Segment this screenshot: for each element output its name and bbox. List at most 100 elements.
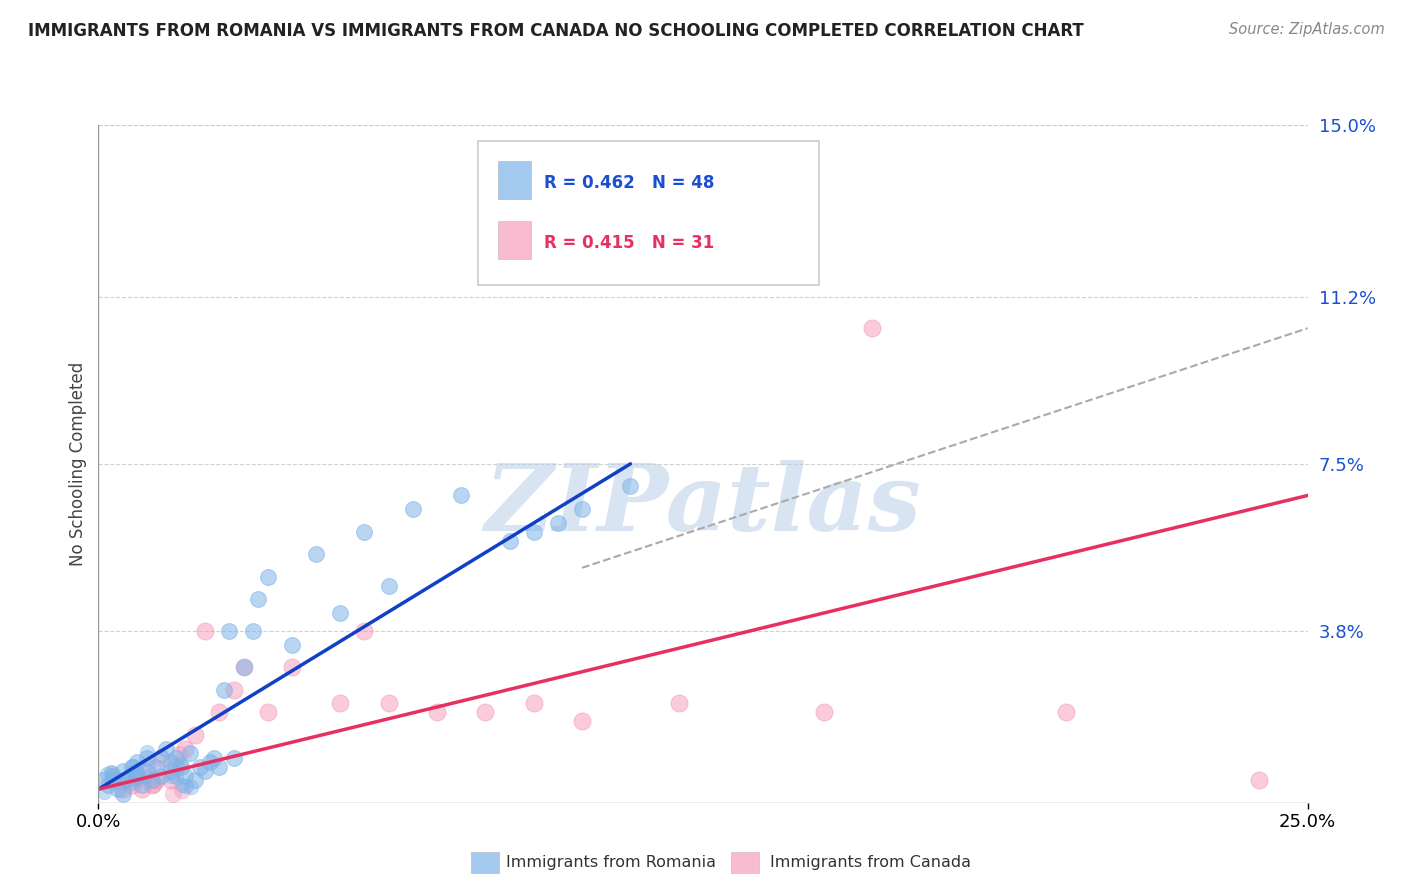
Point: [127, 769, 149, 783]
Point: [329, 606, 352, 620]
Text: Source: ZipAtlas.com: Source: ZipAtlas.com: [1229, 22, 1385, 37]
Point: [150, 750, 173, 764]
Point: [232, 660, 254, 674]
Point: [619, 479, 641, 493]
Y-axis label: No Schooling Completed: No Schooling Completed: [69, 362, 87, 566]
Point: [160, 769, 183, 783]
Point: [124, 772, 146, 786]
Point: [353, 624, 375, 638]
Point: [208, 706, 231, 720]
Point: [101, 766, 124, 780]
Point: [135, 750, 157, 764]
Point: [145, 759, 167, 773]
Point: [167, 747, 190, 762]
Point: [353, 524, 375, 539]
Text: ZIPatlas: ZIPatlas: [485, 459, 921, 549]
Point: [305, 547, 328, 561]
Point: [474, 706, 496, 720]
Point: [121, 778, 143, 792]
Point: [180, 780, 202, 795]
Point: [155, 741, 177, 756]
Point: [402, 502, 425, 516]
Point: [170, 783, 193, 797]
Text: R = 0.462   N = 48: R = 0.462 N = 48: [544, 174, 714, 192]
Point: [1249, 773, 1271, 788]
Text: Immigrants from Canada: Immigrants from Canada: [770, 855, 972, 870]
Point: [242, 624, 264, 638]
Point: [165, 770, 187, 784]
Point: [218, 624, 240, 638]
Point: [165, 750, 187, 764]
Point: [136, 745, 159, 759]
Point: [668, 697, 690, 711]
Point: [523, 697, 546, 711]
Point: [174, 741, 197, 756]
Text: Immigrants from Romania: Immigrants from Romania: [506, 855, 716, 870]
Point: [93, 785, 115, 799]
Point: [162, 787, 184, 801]
Point: [91, 773, 114, 788]
Point: [131, 782, 153, 797]
Point: [107, 782, 129, 797]
Text: IMMIGRANTS FROM ROMANIA VS IMMIGRANTS FROM CANADA NO SCHOOLING COMPLETED CORRELA: IMMIGRANTS FROM ROMANIA VS IMMIGRANTS FR…: [28, 22, 1084, 40]
Point: [160, 773, 183, 788]
Point: [1054, 706, 1077, 720]
Point: [174, 779, 197, 793]
Point: [122, 758, 145, 772]
Point: [179, 746, 201, 760]
Point: [813, 706, 835, 720]
Point: [194, 764, 217, 779]
Point: [101, 773, 124, 788]
Point: [547, 516, 569, 530]
Point: [125, 771, 148, 785]
Point: [160, 755, 183, 769]
Point: [212, 682, 235, 697]
Point: [169, 759, 191, 773]
Point: [134, 770, 156, 784]
Point: [127, 755, 149, 769]
Point: [125, 764, 148, 778]
Point: [377, 697, 399, 711]
Point: [188, 759, 211, 773]
Point: [165, 759, 187, 773]
Point: [281, 660, 304, 674]
Point: [860, 321, 883, 335]
Point: [111, 764, 134, 779]
Point: [121, 759, 143, 773]
Point: [571, 714, 593, 729]
Point: [160, 764, 183, 779]
Point: [498, 533, 520, 548]
Point: [256, 570, 278, 584]
Point: [114, 773, 136, 788]
Text: R = 0.415   N = 31: R = 0.415 N = 31: [544, 234, 714, 252]
Point: [120, 776, 142, 790]
Point: [377, 579, 399, 593]
Point: [184, 728, 207, 742]
Point: [101, 773, 124, 788]
Point: [111, 787, 134, 801]
Point: [232, 660, 254, 674]
Point: [100, 764, 122, 779]
Point: [135, 764, 157, 779]
Point: [329, 697, 352, 711]
Point: [141, 778, 163, 792]
Point: [222, 682, 245, 697]
Point: [142, 776, 165, 790]
Point: [111, 782, 134, 797]
Point: [97, 778, 120, 792]
Point: [208, 759, 231, 773]
Point: [96, 767, 118, 781]
Point: [141, 773, 163, 788]
Point: [117, 773, 139, 788]
Point: [145, 773, 167, 788]
Point: [450, 488, 472, 502]
Point: [170, 778, 193, 792]
Point: [194, 624, 217, 638]
Point: [256, 706, 278, 720]
Point: [198, 755, 221, 769]
Point: [426, 706, 449, 720]
Point: [247, 592, 270, 607]
Point: [170, 756, 193, 771]
Point: [131, 778, 153, 792]
Point: [523, 524, 546, 539]
